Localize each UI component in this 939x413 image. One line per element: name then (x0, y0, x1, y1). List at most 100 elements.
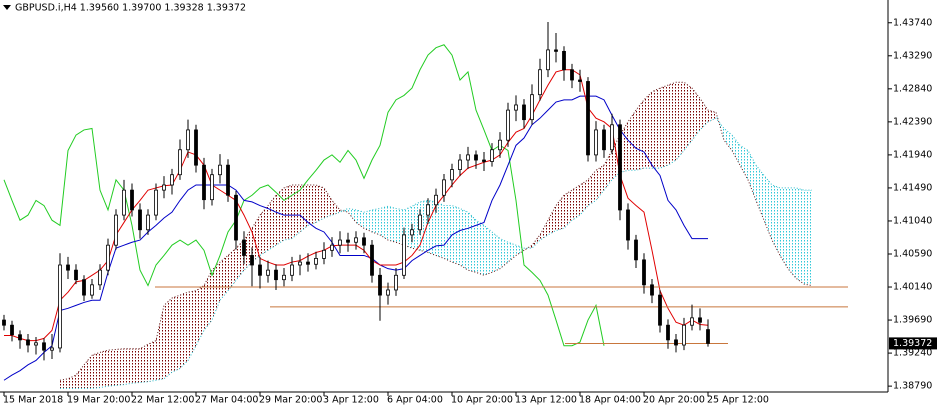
cloud-segment (180, 292, 188, 369)
cloud-segment (548, 205, 556, 235)
y-tick-label: 1.42840 (893, 83, 932, 94)
candle-body (522, 104, 526, 121)
cloud-segment (68, 375, 76, 389)
candle-body (2, 319, 6, 326)
cloud-segment (284, 184, 292, 241)
cloud-segment (172, 295, 180, 373)
cloud-segment (524, 245, 532, 251)
cloud-segment (532, 234, 540, 249)
candle-body (66, 264, 70, 271)
cloud-segment (388, 206, 396, 243)
candle-body (290, 264, 294, 276)
cloud-segment (132, 348, 140, 384)
cloud-segment (308, 184, 316, 226)
cloud-segment (612, 135, 620, 180)
cloud-segment (500, 238, 508, 269)
candle-body (674, 339, 678, 346)
cloud-segment (100, 350, 108, 388)
cloud-segment (804, 190, 812, 286)
cloud-segment (108, 349, 116, 387)
candle-body (578, 79, 582, 82)
cloud-segment (444, 205, 452, 263)
cloud-segment (692, 88, 700, 141)
senkou-b-line (59, 81, 813, 381)
candle-body (650, 284, 654, 296)
cloud-segment (764, 175, 772, 241)
candle-body (250, 255, 254, 266)
cloud-segment (756, 165, 764, 221)
candle-body (370, 244, 374, 276)
cloud-segment (76, 364, 84, 389)
x-tick-label: 29 Mar 20:00 (259, 395, 322, 406)
cloud-segment (796, 187, 804, 285)
candle-body (338, 239, 342, 246)
cloud-segment (452, 205, 460, 266)
title-icon (3, 5, 11, 10)
candle-body (90, 284, 94, 296)
candle-body (346, 239, 350, 243)
x-tick-label: 18 Apr 04:00 (579, 395, 641, 406)
cloud-segment (468, 212, 476, 273)
candle-body (362, 237, 366, 246)
candle-body (42, 342, 46, 351)
cloud-segment (412, 201, 420, 251)
candle-body (282, 274, 286, 281)
candle-body (106, 244, 110, 271)
candle-body (610, 124, 614, 151)
candle-body (690, 317, 694, 326)
cloud-segment (508, 242, 516, 263)
cloud-segment (148, 340, 156, 382)
candle-body (562, 50, 566, 71)
candle-body (354, 237, 358, 243)
y-tick-label: 1.39690 (893, 315, 932, 326)
cloud-segment (604, 150, 612, 191)
candle-body (210, 174, 214, 201)
candle-body (26, 339, 30, 346)
candle-body (226, 164, 230, 196)
cloud-segment (404, 206, 412, 249)
candle-body (146, 214, 150, 231)
price-label-box (889, 337, 937, 350)
cloud-segment (292, 184, 300, 239)
cloud-segment (540, 220, 548, 241)
candle-body (482, 159, 486, 162)
candle-body (386, 289, 390, 296)
cloud-segment (700, 98, 708, 130)
candle-body (530, 94, 534, 121)
candle-body (242, 239, 246, 256)
candle-body (274, 269, 278, 281)
cloud-segment (324, 187, 332, 219)
candle-body (258, 264, 262, 276)
cloud-segment (164, 298, 172, 379)
cloud-segment (788, 187, 796, 279)
y-tick-label: 1.41040 (893, 215, 932, 226)
cloud-segment (572, 184, 580, 221)
candle-body (474, 154, 478, 161)
cloud-segment (644, 91, 652, 169)
price-label: 1.39372 (893, 338, 932, 349)
x-tick-label: 20 Apr 20:00 (643, 395, 705, 406)
cloud-segment (780, 187, 788, 269)
candle-body (178, 149, 182, 176)
candle-body (186, 129, 190, 151)
cloud-segment (588, 170, 596, 206)
candle-body (194, 129, 198, 166)
candle-body (554, 49, 558, 52)
candle-body (314, 257, 318, 265)
cloud-segment (772, 184, 780, 256)
cloud-segment (460, 208, 468, 271)
x-tick-label: 19 Mar 20:00 (67, 395, 130, 406)
cloud-segment (620, 121, 628, 173)
y-tick-label: 1.41940 (893, 149, 932, 160)
y-tick-label: 1.40590 (893, 248, 932, 259)
candle-body (450, 169, 454, 181)
candle-body (706, 329, 710, 344)
candle-body (330, 244, 334, 251)
candle-body (546, 49, 550, 71)
cloud-segment (476, 220, 484, 276)
candle-body (618, 124, 622, 211)
candle-body (114, 214, 118, 246)
candle-body (74, 269, 78, 281)
cloud-segment (236, 240, 244, 281)
